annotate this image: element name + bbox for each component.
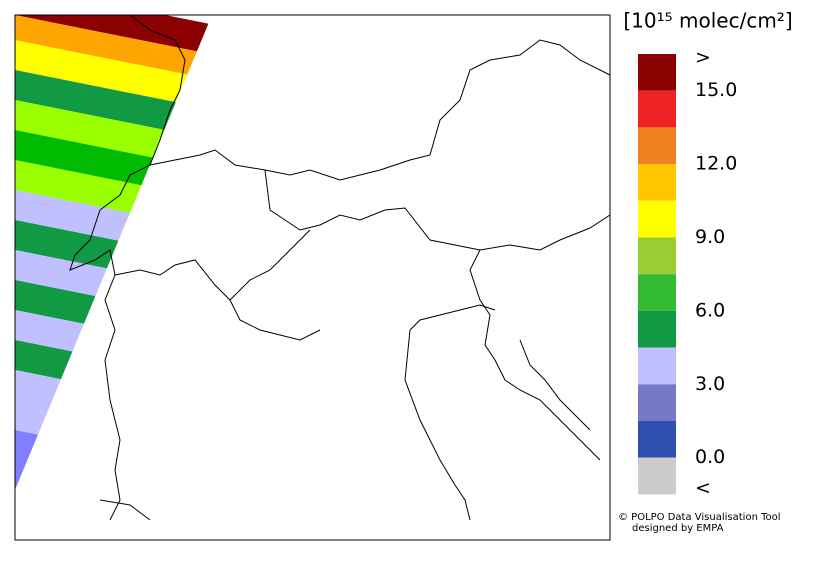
legend-swatch	[638, 457, 676, 495]
legend: >15.0 12.0 9.0 6.0 3.0 0.0 <	[638, 47, 737, 499]
legend-swatch	[638, 54, 676, 91]
borders	[69, 14, 611, 521]
legend-label: 12.0	[695, 153, 737, 175]
legend-swatch	[638, 384, 676, 421]
legend-label: 3.0	[695, 373, 725, 395]
credit: © POLPO Data Visualisation Tool	[618, 512, 781, 523]
satellite-swath	[15, 15, 212, 490]
legend-swatch	[638, 164, 676, 201]
legend-swatch	[638, 90, 676, 128]
legend-swatch	[638, 274, 676, 311]
legend-swatch	[638, 200, 676, 238]
legend-label: 6.0	[695, 299, 725, 321]
map-frame	[14, 14, 611, 541]
legend-label: 15.0	[695, 79, 737, 101]
legend-label: 9.0	[695, 226, 725, 248]
legend-swatch	[638, 421, 676, 458]
legend-label: <	[695, 477, 711, 499]
credit: designed by EMPA	[632, 523, 724, 534]
legend-swatch	[638, 347, 676, 385]
legend-swatch	[638, 127, 676, 165]
legend-label: >	[695, 47, 711, 69]
legend-swatch	[638, 310, 676, 348]
legend-swatch	[638, 237, 676, 275]
legend-label: 0.0	[695, 446, 725, 468]
legend-title: [10¹⁵ molec/cm²]	[623, 9, 792, 33]
